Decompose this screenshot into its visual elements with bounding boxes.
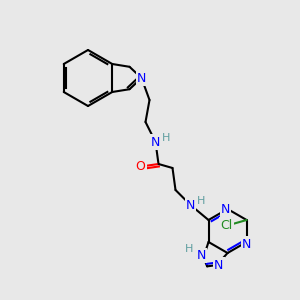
Text: N: N	[137, 71, 146, 85]
Text: N: N	[186, 199, 195, 212]
Text: H: H	[197, 196, 206, 206]
Text: H: H	[185, 244, 194, 254]
Text: N: N	[242, 238, 251, 250]
Text: N: N	[151, 136, 160, 148]
Text: Cl: Cl	[220, 218, 233, 232]
Text: N: N	[221, 202, 230, 215]
Text: H: H	[162, 133, 171, 143]
Text: O: O	[136, 160, 146, 172]
Text: N: N	[197, 249, 206, 262]
Text: N: N	[214, 259, 224, 272]
